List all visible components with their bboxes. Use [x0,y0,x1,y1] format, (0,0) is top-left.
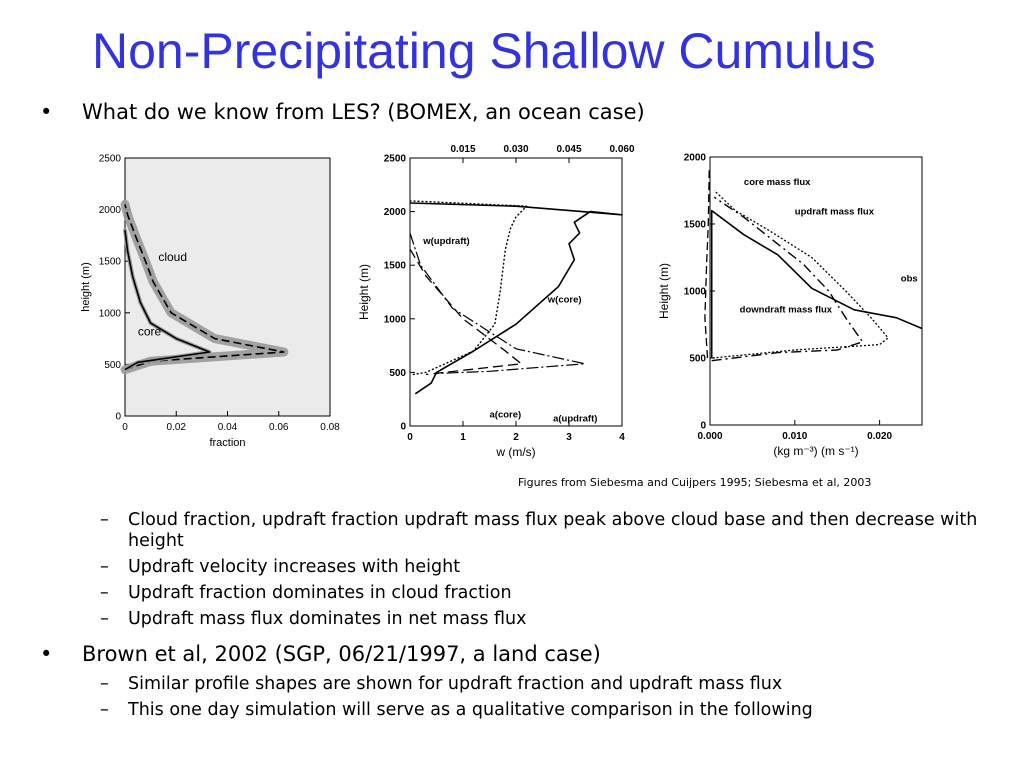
subbullet-list-brown: – Similar profile shapes are shown for up… [100,674,1000,726]
top-tick-label: 0.045 [556,144,581,155]
slide-title: Non-Precipitating Shallow Cumulus [92,23,876,79]
y-tick-label: 2000 [384,207,407,218]
annotation-cloud: cloud [158,250,187,264]
y-tick-label: 2000 [684,153,707,164]
y-tick-label: 1000 [684,287,707,298]
chart-fraction: 0 0.02 0.04 0.06 0.08 0 500 1000 1500 2000 2500 fra… [80,154,340,450]
x-axis-label: w (m/s) [495,445,535,459]
y-tick-label: 2500 [99,154,122,165]
figure-caption: Figures from Siebesma and Cuijpers 1995;… [518,476,872,489]
subbullet: – Updraft velocity increases with height [100,557,1000,578]
chart-velocity: 0 1 2 3 4 0 500 1000 1500 2000 2500 0.015 0.030 0.045… [357,144,635,459]
y-tick-label: 1500 [99,257,122,268]
x-tick-label: 1 [460,432,466,443]
annotation-a-updraft: a(updraft) [553,414,597,425]
annotation-core-mass-flux: core mass flux [744,177,811,188]
y-tick-label: 2000 [99,205,122,216]
x-tick-label: 0.02 [167,422,187,433]
series-downdraft-mass-flux [704,170,710,359]
y-tick-label: 2500 [384,154,407,165]
subbullet: – This one day simulation will serve as a… [100,700,1000,721]
x-tick-label: 4 [619,432,625,443]
bullet-brown: • Brown et al, 2002 (SGP, 06/21/1997, a l… [40,642,601,666]
bullet-les: • What do we know from LES? (BOMEX, an oc… [40,100,645,124]
annotation-downdraft-mass-flux: downdraft mass flux [740,304,833,315]
x-tick-label: 0.010 [782,431,807,442]
y-tick-label: 0 [700,421,706,432]
chart-velocity-plot: 0 1 2 3 4 0 500 1000 1500 2000 2500 0.015 0.030 0.045… [357,144,635,459]
annotation-w-core: w(core) [547,295,582,306]
y-tick-label: 1000 [99,308,122,319]
subbullet-list-les: – Cloud fraction, updraft fraction updraf… [100,510,1000,635]
subbullet: – Similar profile shapes are shown for up… [100,674,1000,695]
annotation-core: core [138,325,162,339]
x-tick-label: 2 [513,432,519,443]
dash-mark: – [100,609,109,629]
top-tick-label: 0.030 [503,144,528,155]
bullet-mark: • [40,100,53,124]
subbullet-text: This one day simulation will serve as a … [128,700,813,720]
x-tick-label: 0.000 [697,431,722,442]
series-a-core [409,248,522,376]
x-tick-label: 0.020 [867,431,892,442]
dash-mark: – [100,700,109,720]
dash-mark: – [100,557,109,577]
annotation-a-core: a(core) [490,409,522,420]
subbullet: – Updraft mass flux dominates in net mass… [100,609,1000,630]
subbullet: – Cloud fraction, updraft fraction updraf… [100,510,1000,552]
bullet-brown-text: Brown et al, 2002 (SGP, 06/21/1997, a la… [82,642,601,666]
x-axis-label: (kg m⁻³) (m s⁻¹) [773,444,858,458]
plot-frame [409,157,623,427]
y-axis-label: Height (m) [657,263,671,319]
x-tick-label: 0.06 [269,422,289,433]
subbullet-text: Updraft mass flux dominates in net mass … [128,609,527,629]
y-tick-label: 1500 [684,220,707,231]
top-tick-label: 0.015 [450,144,475,155]
series-a-updraft [409,232,586,375]
bullet-les-text: What do we know from LES? (BOMEX, an oce… [82,100,645,124]
x-tick-label: 0 [407,432,413,443]
subbullet-text: Updraft velocity increases with height [128,557,461,577]
y-axis-label: Height (m) [357,264,371,320]
y-tick-label: 500 [389,368,406,379]
dash-mark: – [100,510,109,530]
bullet-mark: • [40,642,53,666]
y-tick-label: 500 [689,354,706,365]
y-axis-label: height (m) [80,262,92,312]
y-tick-label: 1500 [384,261,407,272]
series-updraft-mass-flux [712,190,889,359]
series-w-updraft [409,200,528,376]
series-cloud [124,204,285,371]
series-core [124,230,211,371]
series-obs [710,209,923,358]
annotation-obs: obs [901,274,918,285]
annotation-updraft-mass-flux: updraft mass flux [795,207,875,218]
x-tick-label: 0.08 [320,422,340,433]
series-w-core [409,202,623,395]
annotation-w-updraft: w(updraft) [422,236,469,247]
y-tick-label: 0 [400,422,406,433]
x-axis-label: fraction [209,437,245,449]
x-tick-label: 3 [566,432,572,443]
subbullet-text: Similar profile shapes are shown for upd… [128,674,783,694]
y-tick-label: 1000 [384,314,407,325]
y-tick-label: 500 [104,360,121,371]
chart-mass-flux-plot: 0.000 0.010 0.020 0 500 1000 1500 2000 (kg m⁻³) … [657,153,923,458]
subbullet-text: Cloud fraction, updraft fraction updraft… [128,510,978,551]
y-tick-label: 0 [115,412,121,423]
subbullet-text: Updraft fraction dominates in cloud frac… [128,583,512,603]
dash-mark: – [100,583,109,603]
chart-fraction-plot: 0 0.02 0.04 0.06 0.08 0 500 1000 1500 2000 2500 fra… [80,154,340,450]
subbullet: – Updraft fraction dominates in cloud fra… [100,583,1000,604]
x-tick-label: 0 [122,422,128,433]
dash-mark: – [100,674,109,694]
chart-mass-flux: 0.000 0.010 0.020 0 500 1000 1500 2000 (kg m⁻³) … [657,153,923,458]
top-tick-label: 0.060 [609,144,634,155]
x-tick-label: 0.04 [218,422,238,433]
